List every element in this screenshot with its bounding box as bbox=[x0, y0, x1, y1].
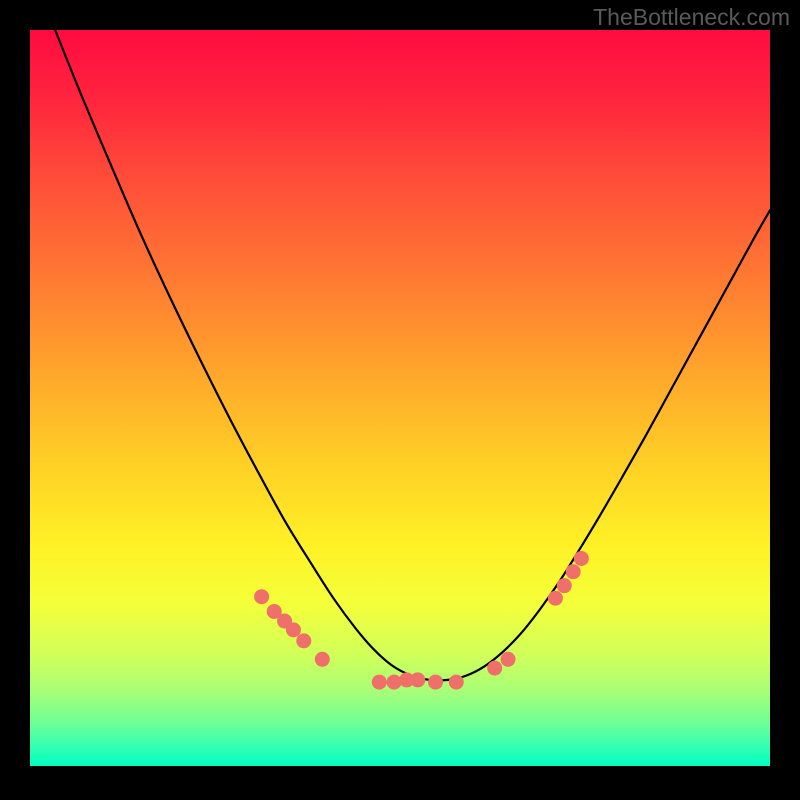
chart-stage: TheBottleneck.com bbox=[0, 0, 800, 800]
bottleneck-curve bbox=[55, 30, 770, 680]
marker-group bbox=[254, 551, 589, 690]
data-point-marker bbox=[501, 652, 516, 667]
data-point-marker bbox=[296, 633, 311, 648]
data-point-marker bbox=[315, 652, 330, 667]
data-point-marker bbox=[548, 591, 563, 606]
watermark-text: TheBottleneck.com bbox=[593, 4, 790, 31]
data-point-marker bbox=[557, 578, 572, 593]
data-point-marker bbox=[574, 551, 589, 566]
chart-svg bbox=[30, 30, 770, 766]
data-point-marker bbox=[286, 622, 301, 637]
data-point-marker bbox=[566, 564, 581, 579]
data-point-marker bbox=[487, 661, 502, 676]
data-point-marker bbox=[449, 675, 464, 690]
data-point-marker bbox=[410, 672, 425, 687]
data-point-marker bbox=[428, 675, 443, 690]
data-point-marker bbox=[387, 675, 402, 690]
data-point-marker bbox=[254, 589, 269, 604]
data-point-marker bbox=[372, 675, 387, 690]
